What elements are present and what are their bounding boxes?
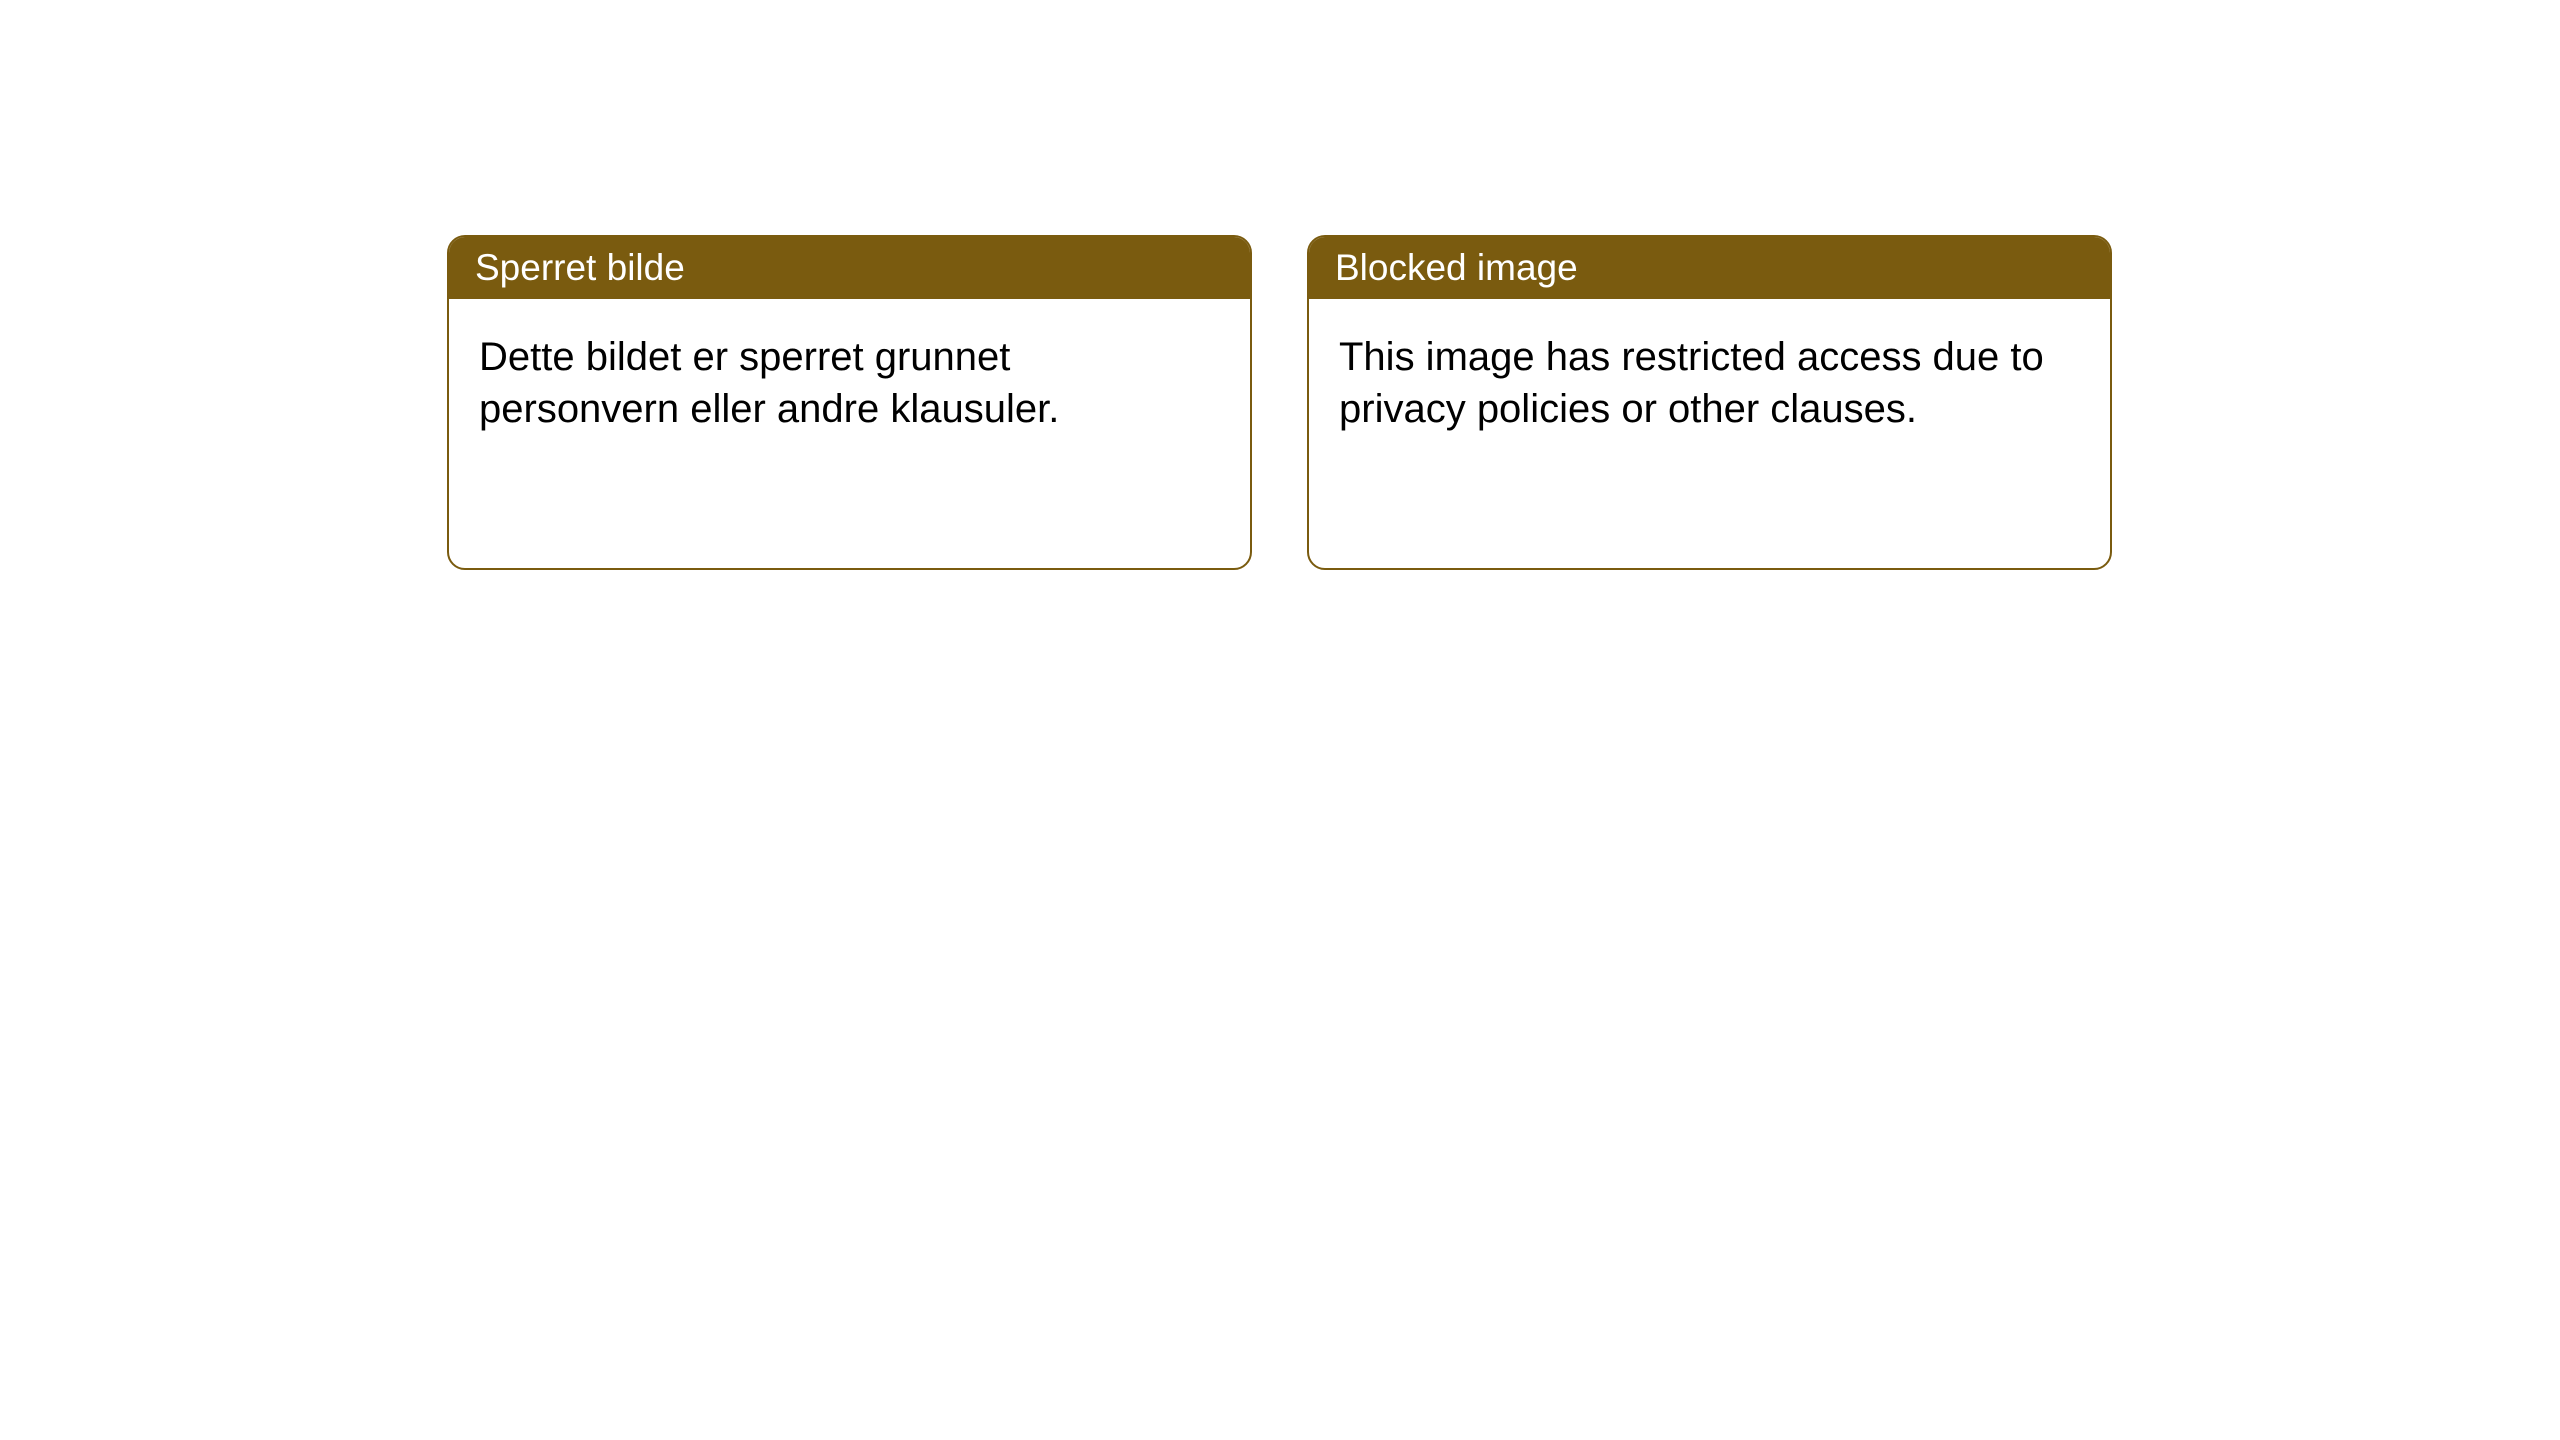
notice-title: Blocked image <box>1335 247 1578 288</box>
notice-container: Sperret bilde Dette bildet er sperret gr… <box>0 0 2560 570</box>
notice-message: Dette bildet er sperret grunnet personve… <box>479 335 1059 431</box>
notice-body: Dette bildet er sperret grunnet personve… <box>449 299 1250 467</box>
notice-message: This image has restricted access due to … <box>1339 335 2044 431</box>
notice-header: Blocked image <box>1309 237 2110 299</box>
notice-header: Sperret bilde <box>449 237 1250 299</box>
notice-card-norwegian: Sperret bilde Dette bildet er sperret gr… <box>447 235 1252 570</box>
notice-body: This image has restricted access due to … <box>1309 299 2110 467</box>
notice-title: Sperret bilde <box>475 247 685 288</box>
notice-card-english: Blocked image This image has restricted … <box>1307 235 2112 570</box>
